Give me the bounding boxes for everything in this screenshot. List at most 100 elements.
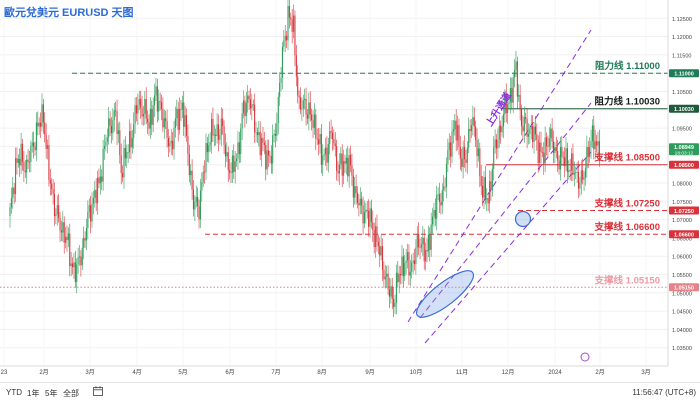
- candle-body: [74, 262, 76, 283]
- y-tick-label: 1.11500: [672, 53, 691, 59]
- x-tick-label: 2月: [595, 369, 604, 376]
- price-tag: [669, 69, 699, 78]
- range-all-button[interactable]: 全部: [63, 389, 79, 398]
- candle-body: [76, 264, 78, 283]
- candle-body: [34, 146, 36, 151]
- candle-body: [465, 159, 467, 163]
- candle-body: [368, 210, 370, 227]
- candle-body: [242, 100, 245, 114]
- candle-body: [372, 222, 374, 231]
- candle-body: [572, 153, 574, 175]
- candle-body: [299, 97, 302, 110]
- candle-body: [134, 105, 136, 124]
- candle-body: [590, 141, 592, 148]
- candle-body: [87, 211, 89, 229]
- level-label: 支撑线 1.07250: [594, 197, 660, 209]
- candle-body: [561, 147, 563, 157]
- candle-body: [490, 181, 492, 191]
- candle-body: [596, 141, 598, 146]
- candle-body: [166, 121, 168, 138]
- candle-body: [301, 108, 303, 110]
- candle-body: [577, 171, 580, 189]
- support-zone-ellipse: [416, 270, 474, 318]
- candle-body: [370, 208, 372, 223]
- candle-body: [313, 114, 315, 128]
- range-5y-button[interactable]: 5年: [45, 389, 58, 398]
- candle-body: [391, 286, 393, 299]
- current-price-tag: [669, 143, 699, 156]
- y-tick-label: 1.08000: [672, 182, 692, 188]
- candle-body: [142, 113, 144, 117]
- candle-body: [30, 145, 32, 162]
- candle-body: [562, 156, 564, 158]
- candle-body: [148, 122, 150, 129]
- candle-body: [208, 145, 210, 153]
- candle-body: [202, 171, 204, 183]
- candle-body: [213, 134, 215, 136]
- candle-body: [120, 155, 122, 174]
- candle-body: [377, 241, 379, 247]
- candle-body: [341, 153, 343, 176]
- candle-body: [356, 193, 359, 203]
- candle-body: [172, 140, 174, 150]
- x-tick-label: 5月: [178, 369, 187, 376]
- candle-body: [320, 133, 322, 165]
- candle-body: [245, 102, 247, 116]
- candle-body: [448, 142, 450, 151]
- candle-body: [241, 113, 243, 129]
- candle-body: [550, 128, 552, 139]
- candle-body: [558, 160, 560, 170]
- y-tick-label: 1.09500: [672, 127, 692, 133]
- candle-body: [31, 142, 33, 146]
- candle-body: [548, 138, 550, 147]
- candle-body: [219, 134, 221, 140]
- candle-body: [468, 129, 470, 148]
- candle-body: [507, 103, 509, 114]
- level-label: 阻力线 1.11000: [595, 60, 660, 72]
- candle-body: [494, 139, 496, 148]
- candle-body: [573, 172, 575, 175]
- candle-body: [429, 234, 431, 250]
- y-tick-label: 1.03500: [672, 346, 692, 352]
- candle-body: [174, 118, 176, 128]
- candle-body: [559, 147, 561, 170]
- candle-body: [177, 108, 179, 130]
- range-1y-button[interactable]: 1年: [27, 389, 40, 398]
- range-ytd-button[interactable]: YTD: [6, 388, 22, 397]
- candle-body: [348, 154, 350, 177]
- candle-body: [316, 138, 318, 140]
- candle-body: [170, 140, 172, 144]
- candle-body: [263, 142, 265, 145]
- candle-body: [274, 133, 277, 136]
- event-marker-icon: [580, 352, 590, 362]
- candle-body: [564, 157, 566, 167]
- candle-body: [184, 115, 186, 127]
- candle-body: [401, 256, 403, 276]
- candle-body: [338, 164, 340, 174]
- bottom-bar: YTD 1年 5年 全部 11:56:47 (UTC+8): [0, 382, 700, 402]
- candle-body: [141, 107, 143, 117]
- candle-body: [52, 188, 54, 194]
- candle-body: [312, 120, 314, 128]
- candle-body: [255, 132, 257, 134]
- candle-body: [512, 77, 514, 103]
- candle-body: [586, 147, 588, 169]
- y-tick-label: 1.07000: [672, 218, 692, 224]
- y-tick-label: 1.10500: [672, 90, 692, 96]
- candle-body: [583, 177, 585, 180]
- candle-body: [591, 125, 593, 142]
- candle-body: [154, 95, 156, 106]
- candle-body: [505, 94, 507, 114]
- candle-body: [475, 126, 477, 140]
- candle-body: [472, 117, 474, 126]
- candle-body: [331, 132, 334, 140]
- calendar-icon[interactable]: [93, 386, 103, 396]
- chart-plot[interactable]: 阻力线 1.11000 阻力线 1.10030 支撑线 1.08500 支撑线 1.0…: [0, 0, 700, 382]
- x-tick-label: 9月: [365, 369, 374, 376]
- candle-body: [415, 247, 417, 265]
- candle-body: [330, 131, 332, 133]
- candle-body: [55, 214, 57, 217]
- candle-body: [27, 159, 29, 162]
- candle-body: [127, 152, 129, 154]
- candle-body: [165, 118, 167, 122]
